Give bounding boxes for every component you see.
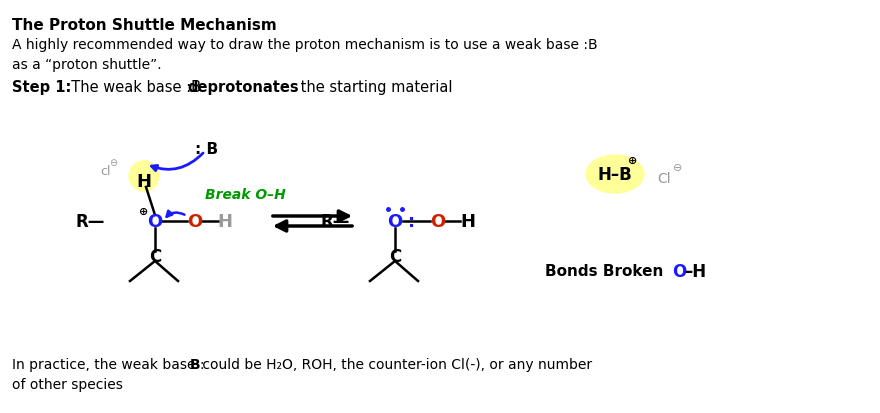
Text: R—: R—	[320, 212, 350, 230]
Text: Bonds Broken: Bonds Broken	[545, 264, 664, 279]
Text: as a “proton shuttle”.: as a “proton shuttle”.	[12, 58, 162, 72]
Text: Break O–H: Break O–H	[205, 188, 286, 202]
Text: of other species: of other species	[12, 377, 123, 391]
Text: O: O	[387, 212, 403, 230]
Ellipse shape	[586, 156, 644, 194]
Text: cl: cl	[99, 165, 110, 178]
Text: could be H₂O, ROH, the counter-ion Cl(-), or any number: could be H₂O, ROH, the counter-ion Cl(-)…	[198, 357, 592, 371]
Text: ⊖: ⊖	[673, 163, 682, 173]
Text: H: H	[217, 212, 232, 230]
Text: H–B: H–B	[598, 166, 633, 183]
Text: deprotonates: deprotonates	[187, 80, 298, 95]
Text: C: C	[389, 247, 401, 266]
Ellipse shape	[129, 161, 159, 192]
Text: A highly recommended way to draw the proton mechanism is to use a weak base :B: A highly recommended way to draw the pro…	[12, 38, 598, 52]
Text: B: B	[190, 357, 201, 371]
Text: H: H	[460, 212, 475, 230]
Text: In practice, the weak base :: In practice, the weak base :	[12, 357, 204, 371]
Text: ⊕: ⊕	[628, 156, 638, 166]
Text: The weak base :B: The weak base :B	[62, 80, 206, 95]
Text: O: O	[430, 212, 445, 230]
Text: C: C	[149, 247, 161, 266]
Text: The Proton Shuttle Mechanism: The Proton Shuttle Mechanism	[12, 18, 276, 33]
Text: ⊖: ⊖	[109, 158, 117, 168]
Text: –H: –H	[684, 262, 706, 280]
Text: O: O	[147, 212, 163, 230]
Text: Cl: Cl	[657, 171, 671, 185]
Text: O: O	[672, 262, 686, 280]
Text: the starting material: the starting material	[296, 80, 452, 95]
Text: H: H	[136, 173, 151, 190]
Text: ⊕: ⊕	[139, 206, 149, 216]
Text: R—: R—	[76, 212, 105, 230]
Text: : B: : B	[195, 142, 218, 157]
Text: Step 1:: Step 1:	[12, 80, 71, 95]
Text: O: O	[187, 212, 202, 230]
Text: :: :	[408, 212, 415, 230]
